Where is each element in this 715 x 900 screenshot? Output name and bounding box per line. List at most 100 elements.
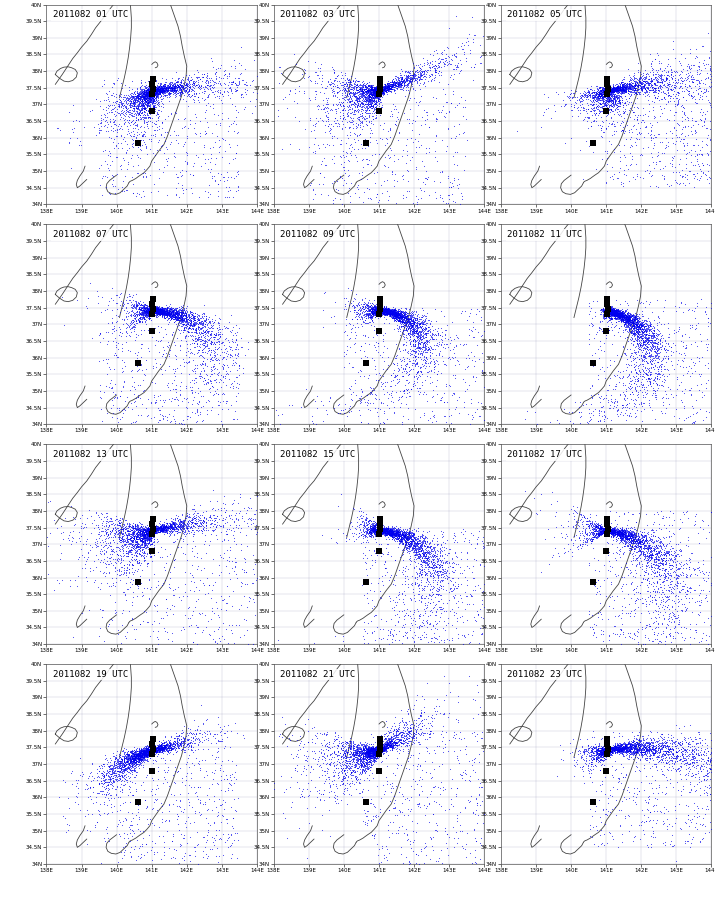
- Point: [400, 537, 412, 552]
- Point: [134, 757, 146, 771]
- Point: [354, 79, 365, 94]
- Point: [415, 61, 426, 76]
- Point: [137, 748, 149, 762]
- Point: [633, 740, 644, 754]
- Point: [140, 743, 152, 758]
- Point: [600, 524, 611, 538]
- Point: [668, 112, 679, 127]
- Point: [139, 81, 150, 95]
- Point: [354, 748, 365, 762]
- Point: [352, 756, 363, 770]
- Point: [641, 619, 652, 634]
- Point: [197, 389, 209, 403]
- Point: [651, 91, 662, 105]
- Point: [687, 734, 699, 748]
- Point: [137, 535, 149, 549]
- Point: [660, 140, 671, 154]
- Point: [164, 310, 176, 324]
- Point: [371, 90, 383, 104]
- Point: [417, 330, 428, 345]
- Point: [354, 312, 365, 327]
- Point: [626, 374, 637, 389]
- Point: [360, 297, 371, 311]
- Point: [168, 741, 179, 755]
- Point: [400, 318, 411, 332]
- Point: [642, 140, 654, 154]
- Point: [602, 85, 613, 99]
- Point: [137, 744, 148, 759]
- Point: [644, 158, 655, 172]
- Point: [625, 737, 636, 751]
- Point: [701, 410, 712, 425]
- Point: [378, 740, 390, 754]
- Point: [623, 529, 635, 544]
- Point: [144, 524, 155, 538]
- Point: [616, 310, 627, 324]
- Point: [603, 519, 615, 534]
- Point: [628, 534, 639, 548]
- Point: [680, 93, 691, 107]
- Point: [112, 773, 123, 788]
- Point: [620, 98, 631, 112]
- Point: [161, 741, 172, 755]
- Point: [409, 84, 420, 98]
- Point: [432, 570, 443, 584]
- Point: [656, 377, 667, 392]
- Point: [370, 81, 382, 95]
- Point: [641, 327, 652, 341]
- Point: [148, 526, 159, 541]
- Point: [448, 743, 460, 758]
- Point: [636, 338, 647, 353]
- Point: [217, 827, 229, 842]
- Point: [664, 547, 675, 562]
- Point: [418, 533, 429, 547]
- Point: [147, 523, 159, 537]
- Point: [174, 314, 185, 328]
- Point: [605, 305, 616, 320]
- Point: [149, 78, 160, 93]
- Point: [89, 818, 101, 832]
- Point: [147, 302, 159, 317]
- Point: [613, 525, 624, 539]
- Point: [340, 778, 351, 792]
- Point: [425, 718, 437, 733]
- Point: [625, 325, 636, 339]
- Point: [149, 117, 161, 131]
- Point: [361, 76, 373, 90]
- Point: [368, 83, 380, 97]
- Point: [368, 746, 380, 760]
- Point: [159, 301, 171, 315]
- Point: [393, 526, 405, 541]
- Point: [369, 90, 380, 104]
- Point: [377, 740, 388, 754]
- Point: [133, 796, 144, 810]
- Point: [368, 747, 380, 761]
- Point: [381, 78, 393, 93]
- Point: [162, 305, 173, 320]
- Point: [204, 842, 216, 856]
- Point: [162, 308, 173, 322]
- Point: [451, 98, 463, 112]
- Point: [407, 328, 418, 342]
- Point: [359, 745, 370, 760]
- Point: [169, 552, 181, 566]
- Point: [633, 536, 645, 551]
- Point: [656, 551, 667, 565]
- Point: [212, 727, 223, 742]
- Point: [309, 130, 320, 145]
- Point: [617, 527, 628, 542]
- Point: [691, 783, 702, 797]
- Point: [197, 850, 209, 864]
- Point: [149, 299, 160, 313]
- Point: [407, 68, 418, 82]
- Point: [403, 306, 414, 320]
- Point: [638, 81, 650, 95]
- Point: [149, 521, 160, 535]
- Point: [111, 512, 122, 526]
- Point: [159, 89, 171, 104]
- Point: [372, 86, 383, 100]
- Point: [630, 331, 641, 346]
- Point: [139, 298, 150, 312]
- Point: [171, 301, 182, 315]
- Point: [373, 86, 384, 100]
